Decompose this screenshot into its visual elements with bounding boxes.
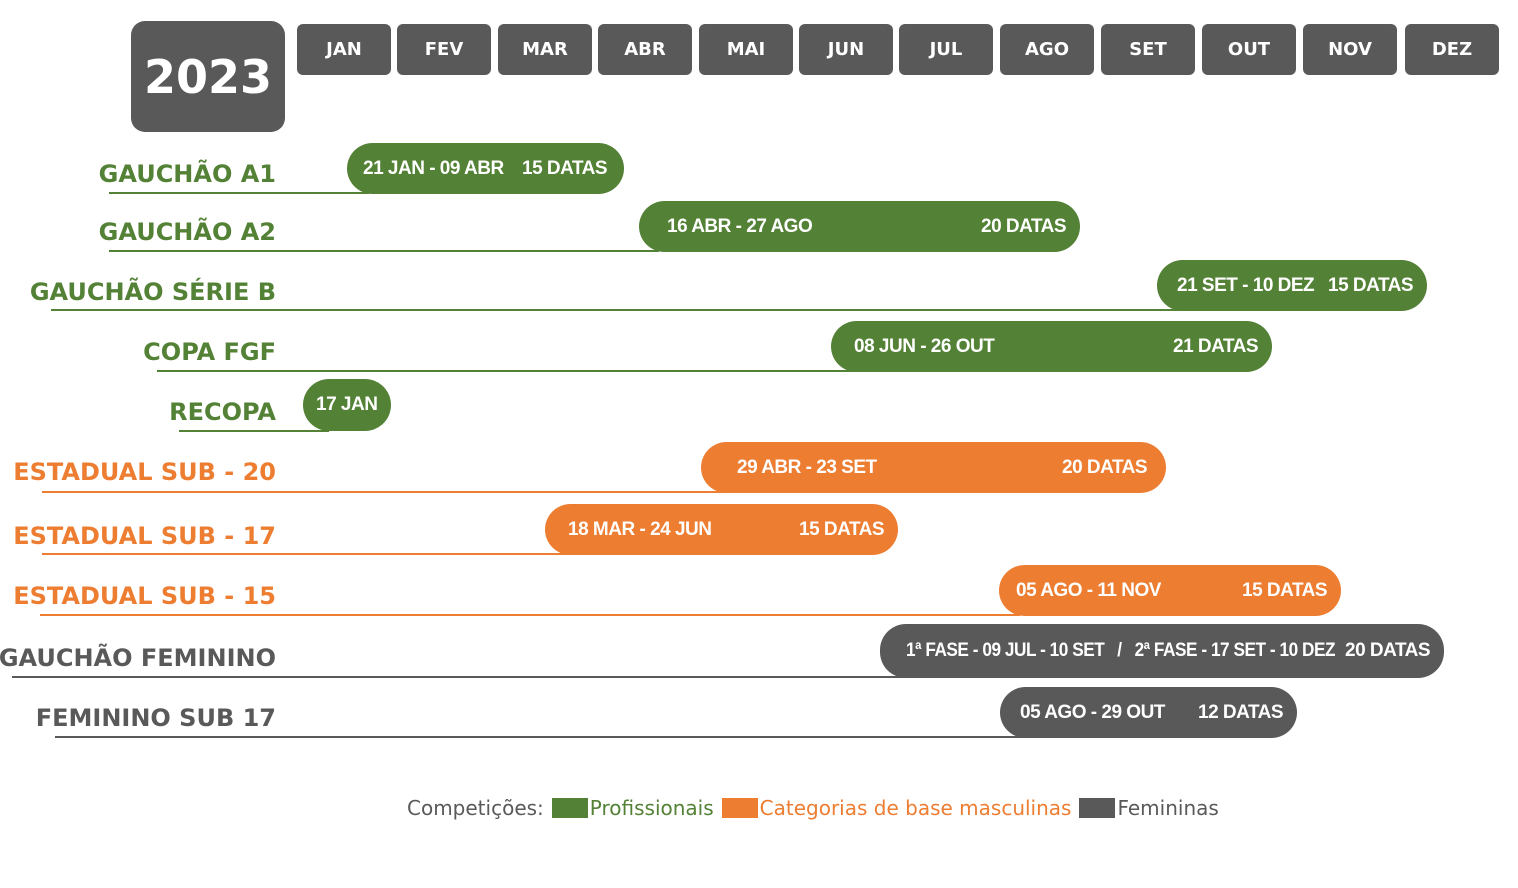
competition-label: COPA FGF xyxy=(143,338,276,366)
month-jul: JUL xyxy=(899,24,993,75)
bar-dates: 15 DATAS xyxy=(1242,579,1328,601)
bar-period: 05 AGO - 11 NOV xyxy=(1016,579,1161,601)
competition-bar: 21 SET - 10 DEZ 15 DATAS xyxy=(1157,260,1427,311)
month-set: SET xyxy=(1101,24,1195,75)
row-underline xyxy=(109,250,659,252)
bar-period: 21 JAN - 09 ABR xyxy=(363,157,504,179)
bar-dates: 20 DATAS xyxy=(1345,640,1431,661)
month-out: OUT xyxy=(1202,24,1296,75)
row-underline xyxy=(51,309,1181,311)
month-jun: JUN xyxy=(799,24,893,75)
row-underline xyxy=(12,676,912,678)
bar-period: 05 AGO - 29 OUT xyxy=(1020,701,1165,723)
competition-label: GAUCHÃO A1 xyxy=(98,160,276,188)
competition-label: ESTADUAL SUB - 17 xyxy=(13,522,276,550)
row-underline xyxy=(40,614,1020,616)
competition-label: ESTADUAL SUB - 20 xyxy=(13,458,276,486)
bar-dates: 21 DATAS xyxy=(1173,335,1259,357)
bar-period: 21 SET - 10 DEZ xyxy=(1177,274,1315,296)
competition-label: RECOPA xyxy=(169,398,276,426)
competition-label: GAUCHÃO FEMININO xyxy=(0,644,276,672)
month-mai: MAI xyxy=(699,24,793,75)
row-underline xyxy=(109,192,369,194)
month-fev: FEV xyxy=(397,24,491,75)
competition-bar: 08 JUN - 26 OUT 21 DATAS xyxy=(831,321,1272,372)
bar-dates: 15 DATAS xyxy=(1328,274,1414,296)
row-underline xyxy=(55,736,1025,738)
competition-bar: 1ª FASE - 09 JUL - 10 SET / 2ª FASE - 17… xyxy=(880,624,1444,678)
bar-period: 08 JUN - 26 OUT xyxy=(854,335,995,357)
month-dez: DEZ xyxy=(1405,24,1499,75)
row-underline xyxy=(42,553,572,555)
bar-dates: 20 DATAS xyxy=(981,215,1067,237)
month-mar: MAR xyxy=(498,24,592,75)
row-underline xyxy=(42,491,732,493)
competition-bar: 16 ABR - 27 AGO 20 DATAS xyxy=(639,201,1080,252)
bar-dates: 20 DATAS xyxy=(1062,456,1148,478)
legend-swatch-green xyxy=(551,798,588,818)
legend-title: Competições: xyxy=(407,796,544,820)
bar-period: 16 ABR - 27 AGO xyxy=(667,215,813,237)
year-box: 2023 xyxy=(131,21,285,132)
row-underline xyxy=(179,430,329,432)
legend-swatch-orange xyxy=(721,798,758,818)
competition-label: GAUCHÃO A2 xyxy=(98,218,276,246)
competition-bar: 05 AGO - 29 OUT 12 DATAS xyxy=(1000,687,1297,738)
bar-dates: 15 DATAS xyxy=(799,518,885,540)
competition-bar: 29 ABR - 23 SET 20 DATAS xyxy=(701,442,1166,493)
month-nov: NOV xyxy=(1303,24,1397,75)
competition-label: ESTADUAL SUB - 15 xyxy=(13,582,276,610)
competition-bar: 05 AGO - 11 NOV 15 DATAS xyxy=(999,565,1341,616)
legend-item-profissionais: Profissionais xyxy=(589,796,714,820)
legend-item-femininas: Femininas xyxy=(1117,796,1219,820)
legend-item-base: Categorias de base masculinas xyxy=(759,796,1072,820)
month-jan: JAN xyxy=(297,24,391,75)
legend-swatch-gray xyxy=(1079,798,1116,818)
bar-period: 17 JAN xyxy=(316,394,378,415)
bar-period: 18 MAR - 24 JUN xyxy=(568,518,712,540)
competition-label: FEMININO SUB 17 xyxy=(35,704,276,732)
competition-label: GAUCHÃO SÉRIE B xyxy=(29,278,276,306)
bar-period: 1ª FASE - 09 JUL - 10 SET / 2ª FASE - 17… xyxy=(906,640,1336,661)
competition-bar: 21 JAN - 09 ABR 15 DATAS xyxy=(347,143,624,194)
legend: Competições: Profissionais Categorias de… xyxy=(407,796,1219,820)
row-underline xyxy=(157,370,857,372)
month-abr: ABR xyxy=(598,24,692,75)
competition-bar: 17 JAN xyxy=(303,379,391,431)
bar-dates: 15 DATAS xyxy=(522,157,608,179)
competition-bar: 18 MAR - 24 JUN 15 DATAS xyxy=(545,504,898,555)
month-ago: AGO xyxy=(1000,24,1094,75)
bar-dates: 12 DATAS xyxy=(1198,701,1284,723)
bar-period: 29 ABR - 23 SET xyxy=(737,456,877,478)
